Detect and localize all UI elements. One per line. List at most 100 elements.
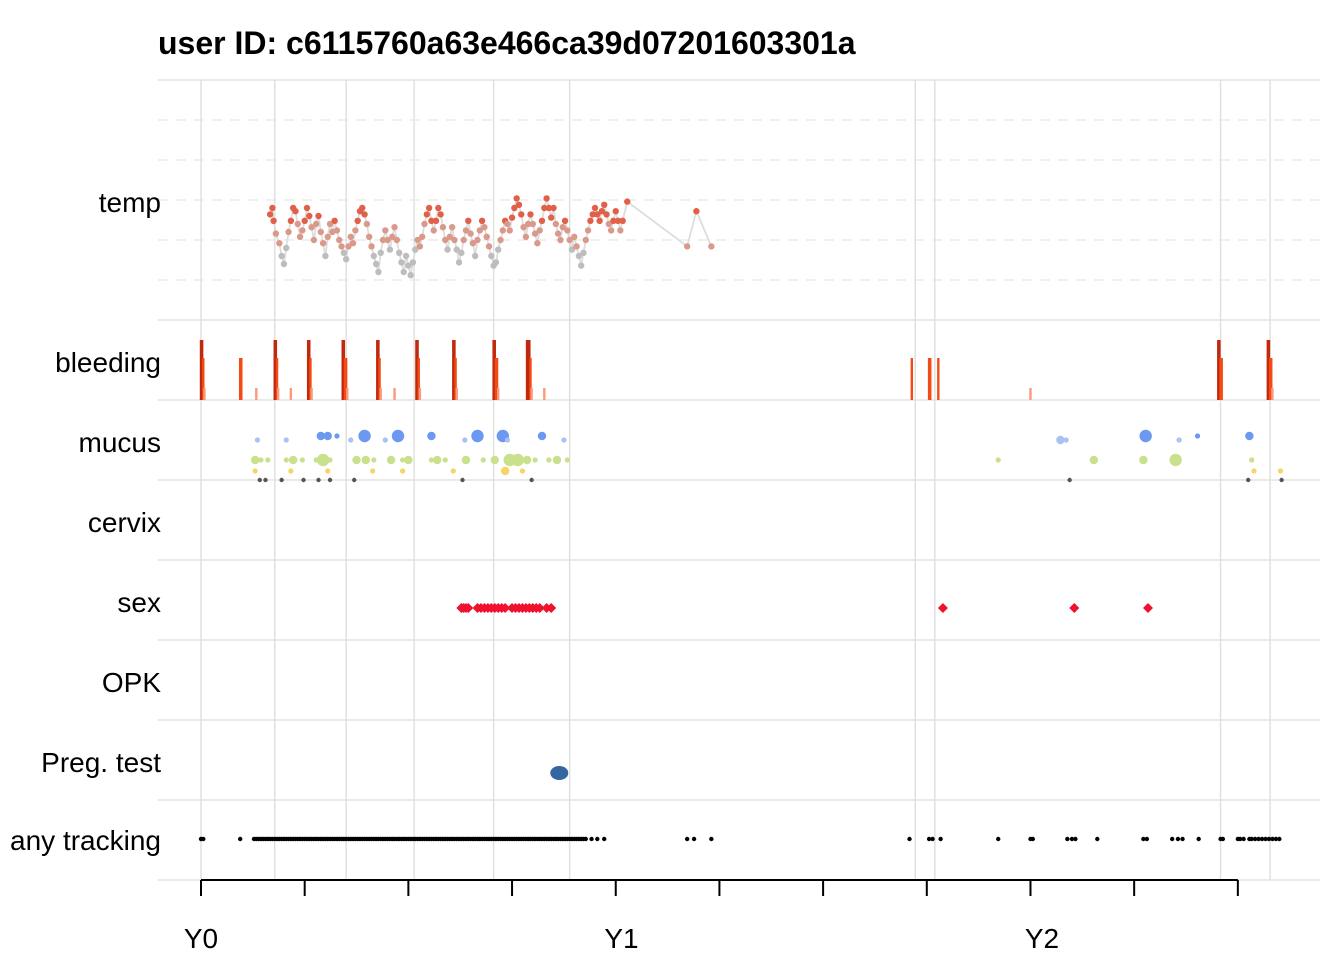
temp-point (520, 224, 527, 231)
temp-point (421, 220, 428, 228)
temp-point (584, 227, 592, 234)
temp-point (285, 228, 292, 236)
mucus-point (1169, 453, 1182, 467)
tracking-point (926, 836, 932, 842)
bleeding-bar (543, 388, 546, 400)
row-labels: temp bleeding mucus cervix sex OPK Preg. test a… (10, 187, 161, 856)
temp-point (448, 224, 456, 231)
bleeding-bar (937, 358, 940, 400)
temp-point (617, 227, 624, 234)
temp-point (495, 246, 502, 253)
temp-point (511, 204, 518, 212)
mucus-point (254, 437, 261, 443)
temp-point (331, 217, 338, 224)
temp-point (462, 227, 470, 234)
temp-point (315, 212, 322, 220)
temp-point (587, 217, 594, 224)
mucus-point (358, 429, 371, 443)
tracking-point (583, 836, 588, 842)
temp-point (538, 217, 546, 224)
mucus-point (537, 431, 547, 441)
mucus-point (462, 437, 468, 443)
bleeding-bar (379, 388, 382, 400)
temp-point (550, 204, 557, 212)
temp-point (531, 230, 539, 237)
temp-point (416, 243, 424, 250)
bleeding-bar (393, 388, 396, 400)
tracking-point (1180, 836, 1185, 842)
tracking-point (1266, 836, 1272, 842)
temp-point (326, 220, 334, 228)
temp-point (607, 227, 615, 234)
temp-point (522, 233, 530, 240)
mucus-point (361, 455, 370, 465)
temp-point (548, 214, 555, 221)
sex-marker (463, 603, 474, 613)
temp-point (340, 249, 348, 256)
row-label: cervix (88, 507, 161, 538)
bleeding-bar (530, 388, 533, 400)
temp-point (372, 260, 380, 268)
bleeding-bar (276, 388, 280, 400)
tracking-point (589, 836, 594, 842)
bleeding-bar (497, 388, 500, 400)
mucus-point (480, 457, 486, 463)
mucus-point (1246, 477, 1251, 483)
temp-point (693, 208, 700, 215)
mucus-point (442, 457, 448, 463)
temp-point (379, 236, 387, 244)
temp-point (347, 233, 354, 240)
bleeding-bar (1270, 358, 1273, 400)
tracking-point (1252, 836, 1258, 842)
sex-marker (1069, 603, 1080, 613)
mucus-point (1194, 433, 1201, 439)
bleeding-bar (418, 388, 422, 400)
temp-point (488, 252, 495, 260)
bleeding-bar (346, 388, 349, 400)
temp-point (437, 211, 444, 218)
temp-point (451, 236, 458, 244)
temp-point (435, 204, 442, 212)
temp-point (499, 227, 507, 234)
mucus-point (450, 468, 456, 474)
x-tick-label: Y1 (604, 923, 638, 954)
row-label: sex (117, 587, 161, 618)
temp-point (559, 224, 566, 231)
temp-point (577, 262, 585, 269)
bleeding-bar (240, 358, 243, 400)
temp-point (287, 217, 295, 224)
temp-point (354, 217, 361, 224)
temp-point (418, 233, 426, 240)
mucus-point (529, 477, 534, 483)
temp-point (545, 204, 553, 212)
temp-point (352, 227, 359, 234)
mucus-point (461, 455, 471, 465)
temp-point (407, 272, 414, 279)
temp-point (603, 211, 610, 218)
bleeding-bar (309, 358, 312, 400)
temp-point (571, 233, 578, 240)
bleeding-bar (310, 388, 313, 400)
temp-point (610, 217, 617, 224)
temp-point (317, 228, 325, 236)
temp-point (708, 243, 715, 250)
tracking-point (930, 836, 935, 842)
temp-point (342, 256, 350, 263)
temp-point (412, 246, 419, 253)
temp-point (536, 227, 543, 234)
tracking-point (1220, 836, 1226, 842)
mucus-point (265, 457, 271, 463)
tracking-point (1030, 836, 1035, 842)
temp-point (460, 236, 467, 244)
bleeding-bar (275, 358, 279, 400)
mucus-point (404, 455, 413, 465)
mucus-point (552, 455, 562, 465)
temp-point (561, 217, 569, 224)
temp-point (301, 217, 308, 224)
mucus-point (386, 455, 396, 465)
temp-point (568, 246, 576, 253)
mucus-point (532, 457, 538, 463)
mucus-point (1251, 468, 1257, 474)
mucus-point (1089, 455, 1099, 465)
